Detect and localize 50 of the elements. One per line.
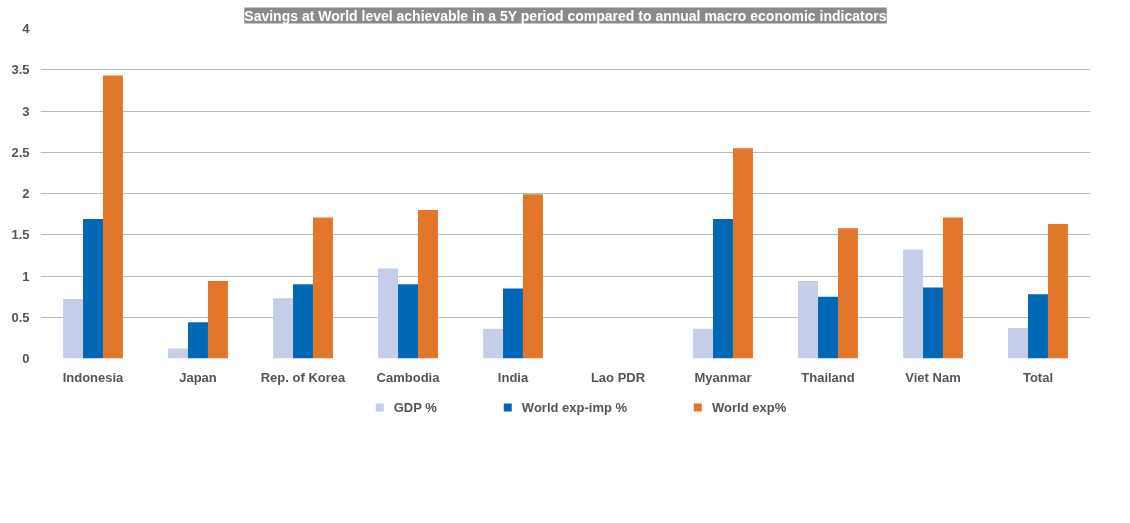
legend-label: World exp-imp % <box>521 399 628 415</box>
y-tick-label: 0.5 <box>11 309 30 325</box>
chart-title: Savings at World level achievable in a 5Y period compared to annual macro economic indicators <box>244 7 887 24</box>
bar <box>903 249 924 359</box>
bar <box>837 228 858 359</box>
bar <box>503 288 523 359</box>
bar <box>273 298 294 359</box>
bar <box>63 299 84 359</box>
bar <box>923 287 943 359</box>
x-tick-label: Viet Nam <box>905 369 961 385</box>
x-tick-label: Lao PDR <box>590 369 646 385</box>
legend-label: World exp% <box>712 399 787 415</box>
bar <box>1028 294 1048 359</box>
bar <box>398 284 418 359</box>
bar <box>1047 224 1068 359</box>
bar <box>818 296 838 359</box>
y-tick-label: 3 <box>22 103 30 119</box>
x-tick-label: Indonesia <box>62 369 125 385</box>
bar <box>312 217 333 359</box>
bar <box>378 268 399 359</box>
x-tick-label: India <box>497 369 529 385</box>
bar <box>713 219 733 359</box>
bar <box>522 194 543 359</box>
bar <box>188 322 208 359</box>
y-tick-label: 1.5 <box>11 227 30 243</box>
y-tick-label: 4 <box>22 21 31 36</box>
y-tick-label: 1 <box>22 268 30 284</box>
x-tick-label: Cambodia <box>376 369 441 385</box>
x-tick-label: Myanmar <box>694 369 752 385</box>
x-tick-label: Rep. of Korea <box>260 369 347 385</box>
bar <box>293 284 313 359</box>
legend-label: GDP % <box>393 399 437 415</box>
x-tick-label: Thailand <box>801 369 855 385</box>
y-tick-label: 2.5 <box>11 144 30 160</box>
bar <box>798 280 819 359</box>
x-tick-label: Total <box>1022 369 1054 385</box>
bar <box>417 210 438 359</box>
bar <box>1008 327 1029 359</box>
y-tick-label: 0 <box>22 351 30 366</box>
bar <box>207 280 228 359</box>
x-tick-label: Japan <box>179 369 217 385</box>
y-tick-label: 3.5 <box>11 62 30 78</box>
bar <box>732 148 753 359</box>
bar <box>168 348 189 359</box>
bar <box>83 219 103 359</box>
bar <box>102 75 123 359</box>
bar <box>942 217 963 359</box>
y-tick-label: 2 <box>22 186 30 201</box>
bar <box>483 328 504 359</box>
bar <box>693 328 714 359</box>
